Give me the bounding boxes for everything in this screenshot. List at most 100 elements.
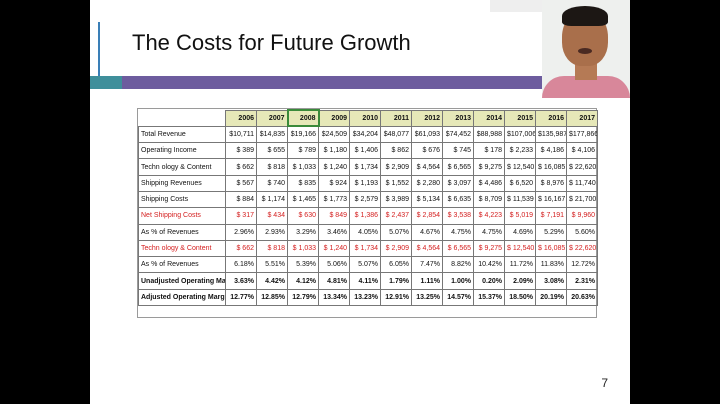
table-row: Net Shipping Costs $ 317 $ 434 $ 630 $ 849 $ … <box>138 207 598 225</box>
table-cell: $ 4,564 <box>411 158 443 176</box>
table-cell: 6.05% <box>380 256 412 274</box>
table-cell: $34,204 <box>349 125 381 144</box>
table-cell: $48,077 <box>380 125 412 144</box>
table-cell: $ 4,564 <box>411 239 443 258</box>
table-cell: $177,866 <box>566 125 598 144</box>
table-cell: 4.69% <box>504 223 536 241</box>
table-cell: $ 7,191 <box>535 207 567 225</box>
table-cell: 12.91% <box>380 288 412 307</box>
table-cell: $ 884 <box>225 190 257 209</box>
table-cell: $ 3,989 <box>380 190 412 209</box>
table-cell: $ 2,437 <box>380 207 412 225</box>
table-cell: 0.20% <box>473 272 505 290</box>
table-cell: $ 2,280 <box>411 174 443 192</box>
table-cell: $ 9,960 <box>566 207 598 225</box>
table-cell: $ 11,740 <box>566 174 598 192</box>
table-cell: 12.79% <box>287 288 319 307</box>
table-cell: 18.50% <box>504 288 536 307</box>
table-cell: $ 835 <box>287 174 319 192</box>
table-cell: 13.25% <box>411 288 443 307</box>
table-cell: $ 662 <box>225 239 257 258</box>
table-cell: $ 862 <box>380 142 412 160</box>
table-cell: $24,509 <box>318 125 350 144</box>
table-cell: $ 1,240 <box>318 239 350 258</box>
table-cell: $ 389 <box>225 142 257 160</box>
table-row: Adjusted Operating Margin 12.77% 12.85% 12.… <box>138 288 598 307</box>
table-cell: 5.60% <box>566 223 598 241</box>
table-cell: $ 630 <box>287 207 319 225</box>
row-label: As % of Revenues <box>138 223 226 241</box>
table-cell: $ 4,486 <box>473 174 505 192</box>
table-cell: $ 1,033 <box>287 158 319 176</box>
table-cell: $ 2,854 <box>411 207 443 225</box>
table-cell: $ 6,565 <box>442 239 474 258</box>
table-cell: 4.11% <box>349 272 381 290</box>
slide-left-rail <box>90 0 122 88</box>
table-cell: $ 4,106 <box>566 142 598 160</box>
table-cell: $ 4,223 <box>473 207 505 225</box>
table-cell: $ 818 <box>256 239 288 258</box>
year-header-cell: 2016 <box>535 109 567 127</box>
table-row: Operating Income $ 389 $ 655 $ 789 $ 1,180 $ … <box>138 142 598 160</box>
table-cell: $ 6,520 <box>504 174 536 192</box>
table-cell: 4.81% <box>318 272 350 290</box>
table-cell: 5.06% <box>318 256 350 274</box>
table-cell: $ 1,406 <box>349 142 381 160</box>
table-cell: 3.46% <box>318 223 350 241</box>
table-row: Techn ology & Content $ 662 $ 818 $ 1,033 $ … <box>138 158 598 176</box>
table-cell: 12.72% <box>566 256 598 274</box>
row-label: As % of Revenues <box>138 256 226 274</box>
table-cell: 5.39% <box>287 256 319 274</box>
table-cell: 5.07% <box>380 223 412 241</box>
presenter-webcam <box>542 0 630 98</box>
title-underline-purple <box>122 76 630 89</box>
table-cell: $ 818 <box>256 158 288 176</box>
year-header-cell: 2006 <box>225 109 257 127</box>
rail-accent-line <box>98 22 100 78</box>
table-cell: 2.96% <box>225 223 257 241</box>
table-cell: $ 2,233 <box>504 142 536 160</box>
table-cell: $ 12,540 <box>504 239 536 258</box>
table-cell: $ 9,275 <box>473 239 505 258</box>
table-cell: $ 2,579 <box>349 190 381 209</box>
table-cell: $ 8,709 <box>473 190 505 209</box>
table-cell: $135,987 <box>535 125 567 144</box>
table-cell: $ 3,097 <box>442 174 474 192</box>
table-cell: $ 849 <box>318 207 350 225</box>
table-cell: $ 5,019 <box>504 207 536 225</box>
table-cell: $ 1,180 <box>318 142 350 160</box>
table-cell: $ 1,193 <box>349 174 381 192</box>
table-cell: $ 1,773 <box>318 190 350 209</box>
table-cell: 1.79% <box>380 272 412 290</box>
table-cell: $ 8,976 <box>535 174 567 192</box>
year-header-cell: 2010 <box>349 109 381 127</box>
table-cell: 14.57% <box>442 288 474 307</box>
table-cell: $ 567 <box>225 174 257 192</box>
table-cell: $ 1,552 <box>380 174 412 192</box>
table-cell: $ 1,240 <box>318 158 350 176</box>
table-cell: $ 1,465 <box>287 190 319 209</box>
table-cell: $ 12,540 <box>504 158 536 176</box>
table-cell: $ 16,167 <box>535 190 567 209</box>
table-cell: $ 789 <box>287 142 319 160</box>
table-cell: 4.75% <box>442 223 474 241</box>
table-cell: $ 745 <box>442 142 474 160</box>
table-cell: 5.29% <box>535 223 567 241</box>
table-cell: 15.37% <box>473 288 505 307</box>
table-cell: $ 1,734 <box>349 239 381 258</box>
table-cell: 2.93% <box>256 223 288 241</box>
presenter-shirt <box>542 76 630 98</box>
row-label: Techn ology & Content <box>138 158 226 176</box>
title-underline-teal <box>90 76 122 89</box>
financial-spreadsheet: 2006 2007 2008 2009 2010 2011 2012 2013 2014 2015… <box>137 108 598 318</box>
table-cell: $ 434 <box>256 207 288 225</box>
year-header-cell: 2009 <box>318 109 350 127</box>
table-row: As % of Revenues 2.96% 2.93% 3.29% 3.46% 4.05… <box>138 223 598 241</box>
table-cell: $ 740 <box>256 174 288 192</box>
table-cell: $ 655 <box>256 142 288 160</box>
table-cell: $ 6,565 <box>442 158 474 176</box>
year-header-cell: 2012 <box>411 109 443 127</box>
year-header-cell: 2007 <box>256 109 288 127</box>
table-row: Shipping Costs $ 884 $ 1,174 $ 1,465 $ 1,773… <box>138 190 598 209</box>
table-cell: $19,166 <box>287 125 319 144</box>
